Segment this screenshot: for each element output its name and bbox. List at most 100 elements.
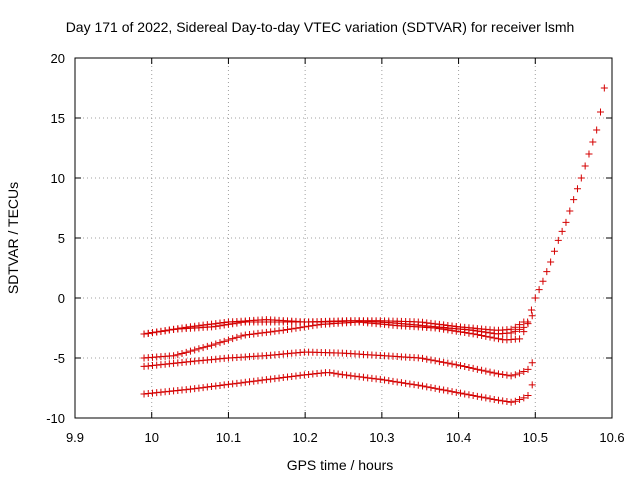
data-point: [229, 335, 237, 343]
data-point: [359, 373, 367, 381]
series-curve-4: [140, 348, 536, 380]
data-point: [296, 371, 304, 379]
data-point: [503, 371, 511, 379]
data-point: [237, 332, 245, 340]
data-point: [473, 392, 481, 400]
data-point: [435, 325, 443, 333]
data-point: [157, 327, 165, 335]
data-point: [461, 363, 469, 371]
data-point: [600, 84, 608, 92]
data-point: [524, 365, 532, 373]
data-point: [448, 327, 456, 335]
data-point: [186, 347, 194, 355]
data-point: [452, 388, 460, 396]
x-tick-label: 10: [144, 430, 158, 445]
data-point: [444, 326, 452, 334]
data-point: [148, 329, 156, 337]
data-point: [246, 378, 254, 386]
data-point: [524, 318, 532, 326]
data-point: [585, 150, 593, 158]
data-point: [507, 329, 515, 337]
y-tick-label: -5: [53, 351, 65, 366]
data-point: [511, 327, 519, 335]
data-point: [216, 322, 224, 330]
data-point: [528, 312, 536, 320]
data-point: [596, 108, 604, 116]
data-point: [208, 383, 216, 391]
data-point: [351, 372, 359, 380]
data-point: [220, 381, 228, 389]
data-point: [385, 377, 393, 385]
data-point: [199, 384, 207, 392]
data-point: [279, 326, 287, 334]
data-point: [490, 369, 498, 377]
data-points: [140, 84, 608, 406]
data-point: [465, 363, 473, 371]
series-curve-3: [140, 312, 536, 362]
data-point: [309, 322, 317, 330]
data-point: [376, 375, 384, 383]
data-point: [581, 162, 589, 170]
data-point: [473, 365, 481, 373]
data-point: [170, 352, 178, 360]
data-point: [250, 330, 258, 338]
data-point: [516, 335, 524, 343]
data-point: [203, 342, 211, 350]
data-point: [212, 382, 220, 390]
data-point: [516, 325, 524, 333]
data-point: [499, 397, 507, 405]
data-point: [507, 372, 515, 380]
series-rising-tail: [524, 84, 608, 326]
data-point: [494, 370, 502, 378]
data-point: [410, 381, 418, 389]
data-point: [524, 391, 532, 399]
data-point: [440, 386, 448, 394]
data-point: [262, 328, 270, 336]
data-point: [482, 332, 490, 340]
x-tick-label: 10.3: [369, 430, 394, 445]
data-point: [494, 396, 502, 404]
data-point: [469, 392, 477, 400]
data-point: [435, 385, 443, 393]
data-point: [182, 348, 190, 356]
data-point: [233, 379, 241, 387]
data-point: [558, 227, 566, 235]
data-point: [431, 324, 439, 332]
data-point: [469, 364, 477, 372]
data-point: [478, 332, 486, 339]
data-point: [562, 218, 570, 226]
data-point: [208, 323, 216, 331]
data-point: [419, 382, 427, 390]
data-point: [435, 358, 443, 366]
data-point: [423, 355, 431, 363]
data-point: [516, 396, 524, 404]
x-tick-label: 9.9: [66, 430, 84, 445]
data-point: [566, 207, 574, 215]
data-point: [456, 328, 464, 336]
data-point: [482, 367, 490, 375]
data-point: [511, 397, 519, 405]
y-tick-label: 15: [51, 111, 65, 126]
data-point: [288, 325, 296, 333]
y-tick-label: 20: [51, 51, 65, 66]
data-point: [283, 373, 291, 381]
data-point: [292, 324, 300, 332]
data-point: [465, 329, 473, 337]
data-point: [520, 394, 528, 402]
data-point: [300, 323, 308, 331]
data-point: [296, 324, 304, 332]
data-point: [423, 383, 431, 391]
data-point: [208, 341, 216, 349]
data-point: [490, 334, 498, 342]
data-point: [212, 340, 220, 348]
data-point: [258, 376, 266, 384]
data-point: [237, 379, 245, 387]
data-point: [444, 359, 452, 367]
data-point: [330, 369, 338, 377]
data-point: [288, 372, 296, 380]
data-point: [292, 372, 300, 380]
data-point: [414, 354, 422, 362]
data-point: [486, 368, 494, 376]
y-tick-label: 5: [58, 231, 65, 246]
data-point: [593, 126, 601, 134]
